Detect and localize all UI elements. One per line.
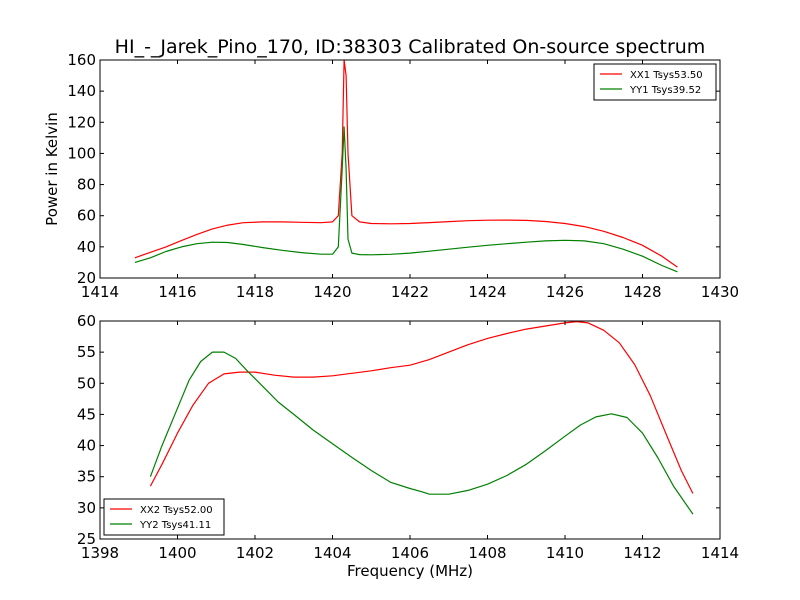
y-tick-label: 20 xyxy=(77,269,96,287)
y-tick-label: 25 xyxy=(77,530,96,548)
series-line-1 xyxy=(134,59,678,268)
legend-label: YY1 Tsys39.52 xyxy=(629,85,701,96)
x-tick-label: 1428 xyxy=(623,283,661,301)
y-tick-label: 45 xyxy=(77,405,96,423)
y-tick-label: 60 xyxy=(77,207,96,225)
x-tick-label: 1406 xyxy=(391,544,429,562)
x-tick-label: 1414 xyxy=(81,283,119,301)
x-tick-label: 1430 xyxy=(701,283,739,301)
x-tick-label: 1416 xyxy=(158,283,196,301)
x-tick-label: 1412 xyxy=(623,544,661,562)
legend-label: YY2 Tsys41.11 xyxy=(139,520,211,531)
y-tick-label: 40 xyxy=(77,437,96,455)
x-tick-label: 1414 xyxy=(701,544,739,562)
y-axis-label: Power in Kelvin xyxy=(43,112,61,226)
x-tick-label: 1408 xyxy=(468,544,506,562)
y-tick-label: 35 xyxy=(77,468,96,486)
y-tick-label: 160 xyxy=(67,51,96,69)
x-tick-label: 1422 xyxy=(391,283,429,301)
y-tick-label: 50 xyxy=(77,374,96,392)
y-tick-label: 30 xyxy=(77,499,96,517)
series-line-1 xyxy=(149,321,694,494)
legend-label: XX1 Tsys53.50 xyxy=(630,70,703,81)
series-line-2 xyxy=(149,351,694,515)
x-axis-label: Frequency (MHz) xyxy=(347,562,473,580)
x-tick-label: 1418 xyxy=(236,283,274,301)
legend-box xyxy=(103,498,225,536)
x-tick-label: 1402 xyxy=(236,544,274,562)
y-tick-label: 55 xyxy=(77,343,96,361)
figure-title: HI_-_Jarek_Pino_170, ID:38303 Calibrated… xyxy=(115,36,706,58)
x-tick-label: 1426 xyxy=(546,283,584,301)
y-tick-label: 120 xyxy=(67,113,96,131)
x-tick-label: 1410 xyxy=(546,544,584,562)
y-tick-label: 60 xyxy=(77,312,96,330)
y-tick-label: 80 xyxy=(77,176,96,194)
legend: XX1 Tsys53.50 YY1 Tsys39.52 xyxy=(593,63,717,101)
series-line-2 xyxy=(134,126,678,273)
x-tick-label: 1404 xyxy=(313,544,351,562)
y-tick-label: 100 xyxy=(67,144,96,162)
plot-panel-1: 1414 1416 1418 1420 1422 1424 1426 1428 1430 20 40… xyxy=(67,51,739,301)
y-tick-label: 140 xyxy=(67,82,96,100)
y-tick-label: 40 xyxy=(77,238,96,256)
x-tick-label: 1424 xyxy=(468,283,506,301)
legend: XX2 Tsys52.00 YY2 Tsys41.11 xyxy=(103,498,225,536)
x-tick-label: 1398 xyxy=(81,544,119,562)
x-tick-label: 1420 xyxy=(313,283,351,301)
plot-panel-2: 1398 1400 1402 1404 1406 1408 1410 1412 1414 25 30… xyxy=(77,312,739,562)
x-tick-label: 1400 xyxy=(158,544,196,562)
legend-label: XX2 Tsys52.00 xyxy=(140,505,213,516)
legend-box xyxy=(593,63,717,101)
